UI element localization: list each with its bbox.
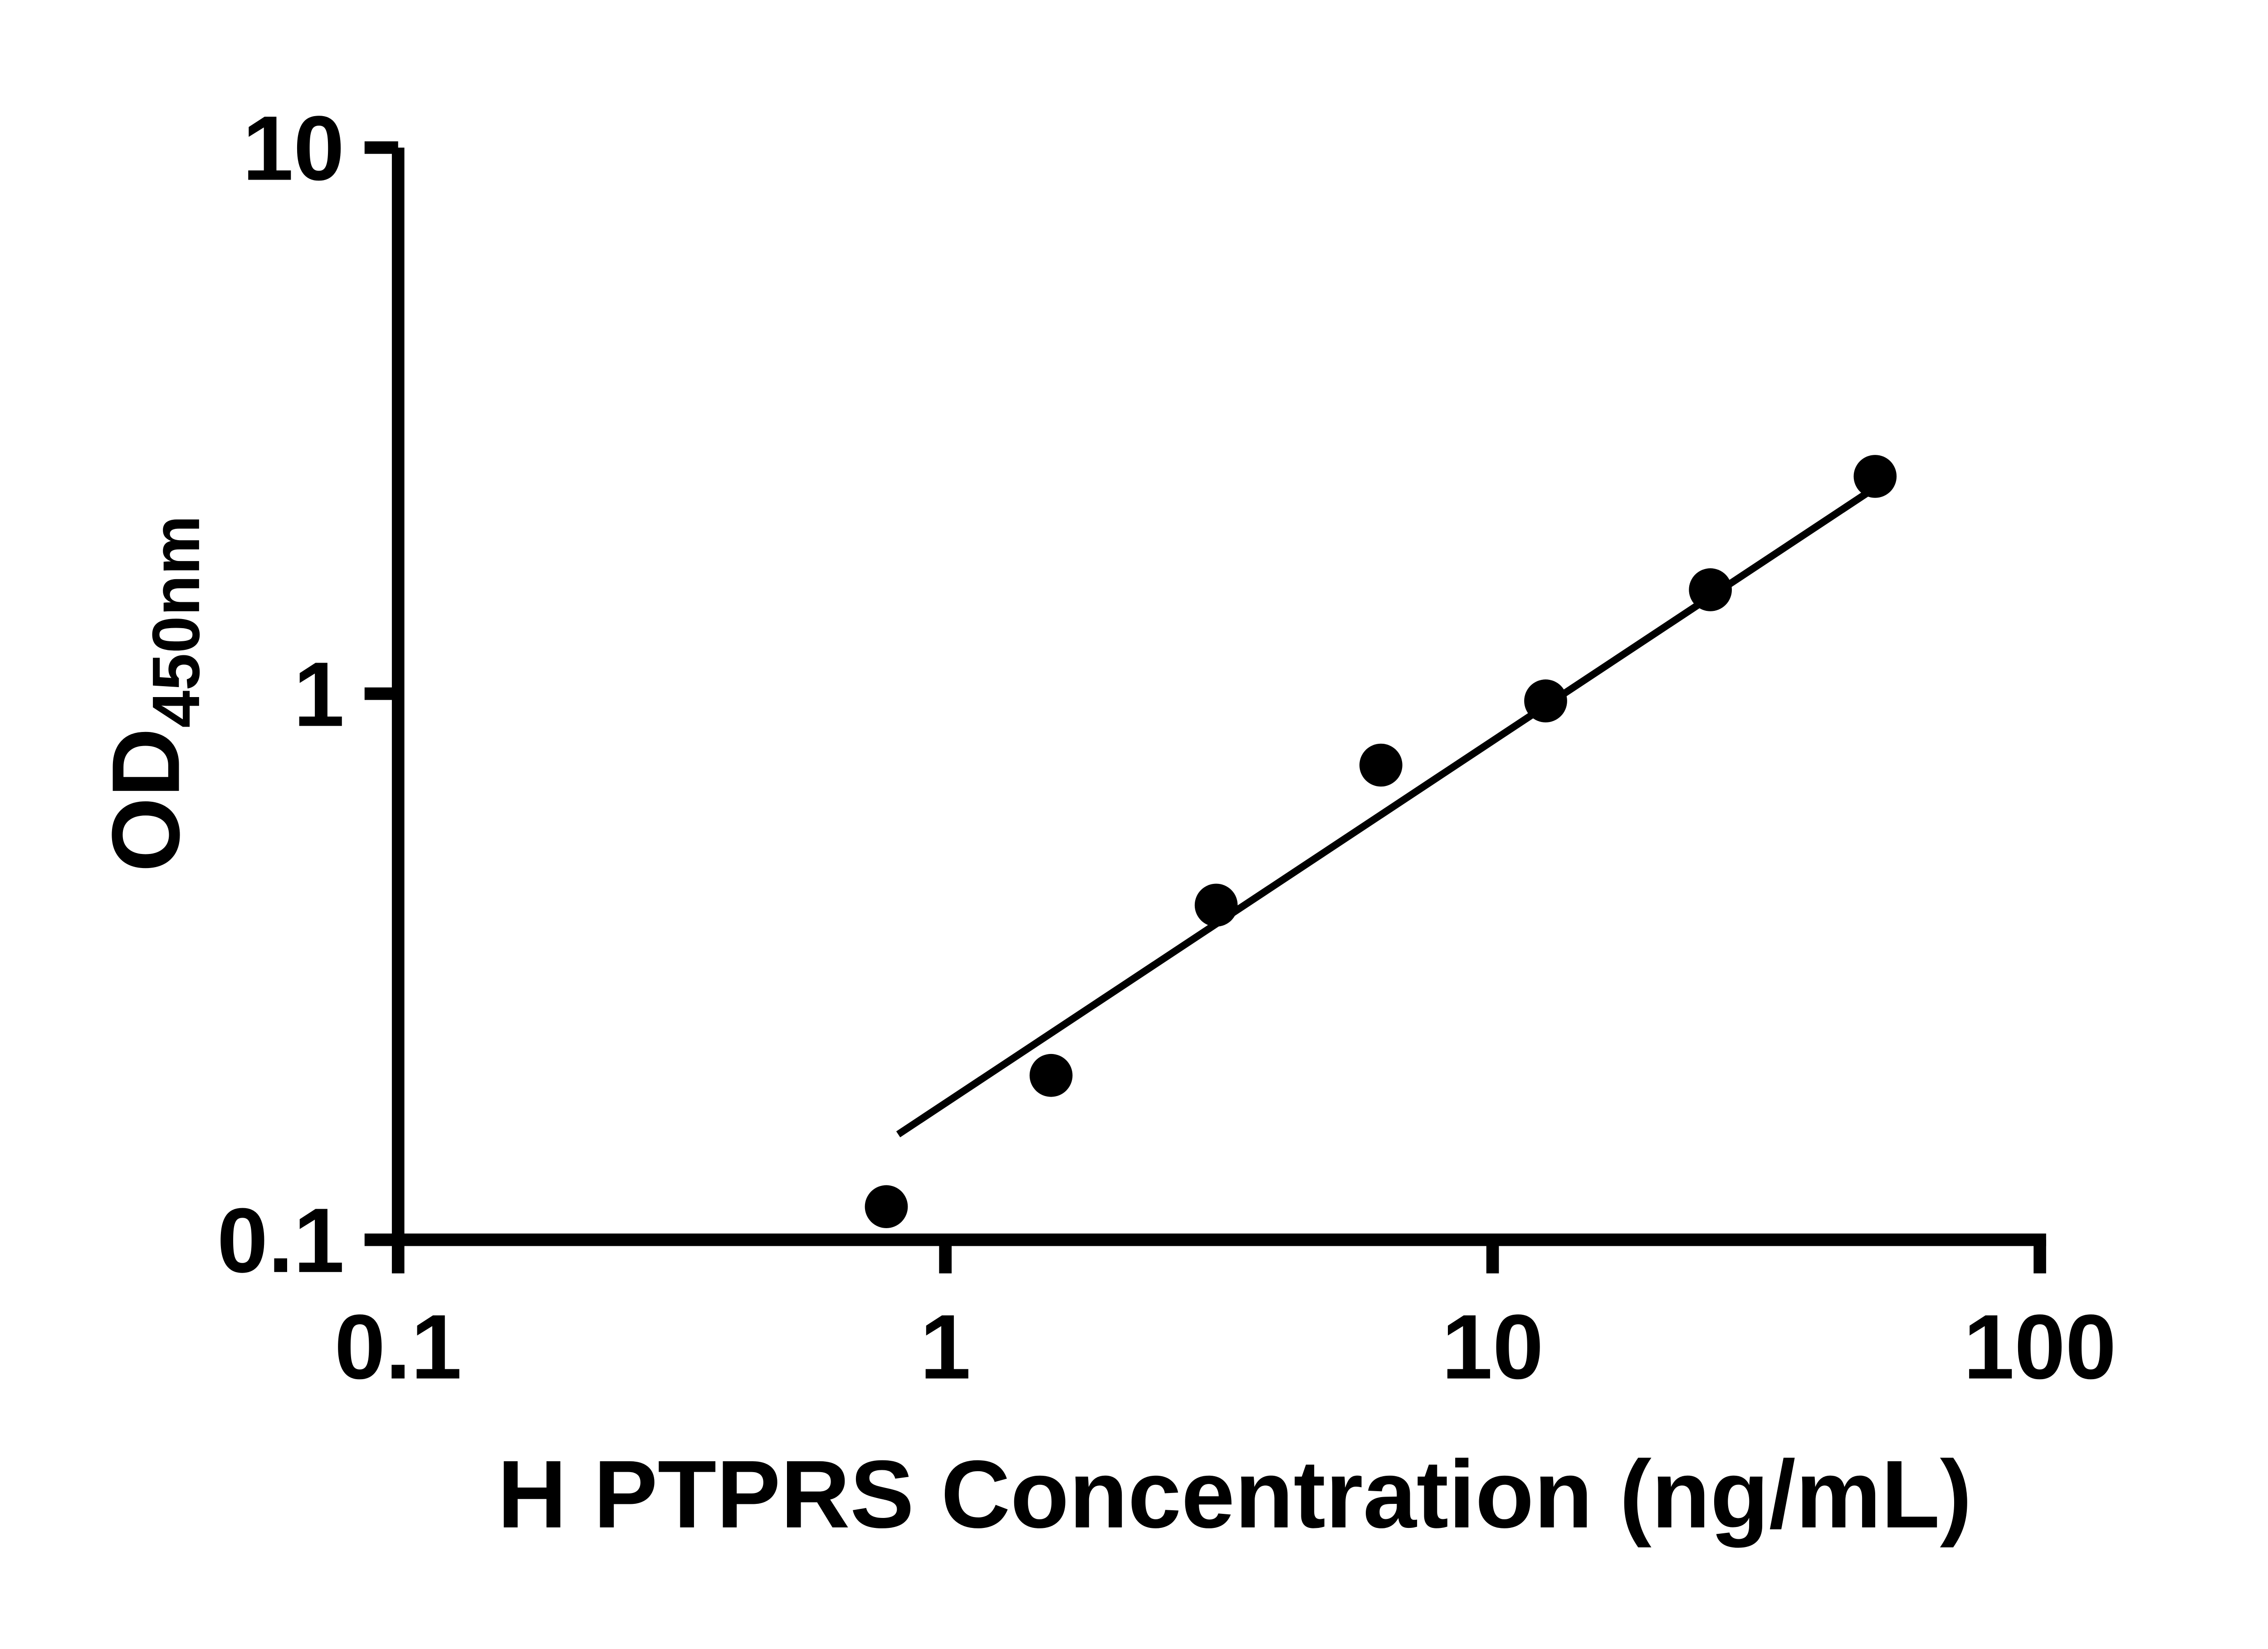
- x-axis-tick-label: 0.1: [334, 1295, 462, 1398]
- plot-area: 0.1 1 10 100 0.1 1 10: [217, 97, 2116, 1398]
- y-axis-tick-label: 1: [293, 643, 344, 746]
- data-point: [1029, 1054, 1073, 1097]
- y-axis-tick-label: 0.1: [217, 1189, 344, 1292]
- data-point: [1853, 455, 1897, 498]
- y-axis-title-main: OD: [92, 728, 199, 872]
- y-axis-title-sub: 450nm: [139, 515, 214, 728]
- x-axis-title: H PTPRS Concentration (ng/mL): [497, 1440, 1972, 1548]
- y-axis-title: OD450nm: [92, 515, 213, 872]
- data-point: [1194, 883, 1238, 927]
- x-axis-tick-label: 1: [920, 1295, 971, 1398]
- y-axis-tick-label: 10: [243, 97, 345, 199]
- x-axis-tick-label: 100: [1963, 1295, 2116, 1398]
- data-point: [1689, 568, 1732, 611]
- data-point: [1524, 679, 1567, 722]
- x-axis-tick-label: 10: [1442, 1295, 1544, 1398]
- data-point: [865, 1185, 908, 1228]
- trend-line: [896, 479, 1886, 1137]
- data-point: [1359, 743, 1403, 787]
